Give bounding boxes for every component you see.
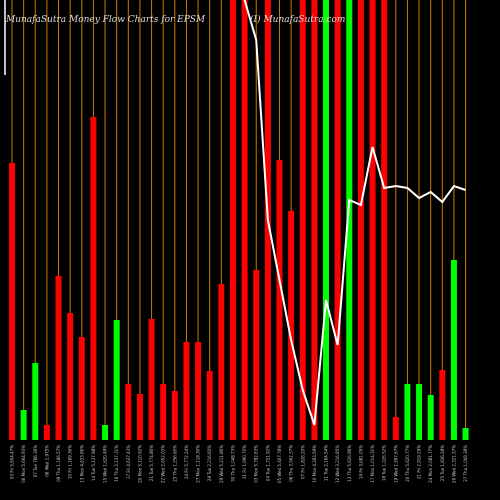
x-tick-label: 14 Tue 5,127.98% — [91, 445, 96, 481]
bar — [148, 319, 155, 440]
bar — [9, 163, 15, 440]
bar — [311, 0, 318, 440]
x-tick-label: 12 Wed 3,216.85% — [335, 445, 340, 483]
bar — [346, 0, 353, 440]
x-tick-label: 28 Tue 2,216.60% — [207, 445, 212, 481]
x-tick-label: 29 Wed 5,211.86% — [219, 445, 224, 483]
bar — [404, 384, 411, 440]
bar — [229, 0, 236, 440]
x-tick-label: 30 Thu 1,048.73% — [230, 445, 235, 482]
x-tick-label: 17 Fri 4,637.43% — [126, 445, 131, 479]
x-tick-label: 22 Wed 2,652.03% — [161, 445, 166, 483]
x-tick-label: 23 Thu 1,256.60% — [172, 445, 177, 482]
x-tick-label: 07 Tue 786.36% — [33, 445, 38, 477]
x-tick-label: 14 Fri 3,681.05% — [358, 445, 363, 479]
bar — [55, 276, 62, 440]
plot: 03 Fri 5,604.47% 06 Mon 5,664.93% 07 Tue 7… — [9, 0, 469, 483]
x-tick-label: 13 Thu 5,626.96% — [347, 445, 352, 482]
chart-subtitle: (I) MunafaSutra.com — [250, 14, 345, 25]
x-tick-label: 10 Mon 4,283.59% — [312, 445, 317, 483]
x-tick-label: 20 Mon 5,110.92% — [137, 445, 142, 483]
x-tick-label: 13 Mon 4,633.86% — [79, 445, 84, 483]
bar — [113, 320, 120, 440]
x-tick-label: 25 Tue 1,836.28% — [440, 445, 445, 481]
x-tick-label: 21 Tue 5,774.86% — [149, 445, 154, 481]
x-tick-label: 24 Fri 5,772.24% — [184, 445, 189, 479]
bar — [357, 0, 364, 440]
x-tick-label: 18 Tue 1,226.52% — [382, 445, 387, 481]
x-tick-label: 04 Tue 1,721.92% — [265, 445, 270, 481]
bar — [323, 0, 330, 440]
bar — [253, 270, 260, 440]
bar — [102, 425, 109, 440]
bar — [20, 410, 27, 440]
x-tick-label: 11 Tue 2,164.54% — [324, 445, 329, 481]
bar — [392, 417, 399, 440]
bar — [218, 284, 225, 440]
x-tick-label: 27 Thu 1,009.38% — [463, 445, 468, 482]
x-tick-label: 15 Wed 1,620.49% — [103, 445, 108, 483]
bar — [381, 0, 388, 440]
money-flow-line — [243, 0, 466, 426]
x-tick-label: 16 Thu 2,137.31% — [114, 445, 119, 482]
chart-title: MunafaSutra Money Flow Charts for EPSM — [5, 15, 206, 25]
bar — [299, 0, 306, 440]
bar — [171, 391, 178, 440]
x-tick-label: 03 Fri 5,604.47% — [10, 445, 15, 479]
bar — [450, 260, 457, 440]
bar — [427, 395, 434, 440]
x-tick-label: 05 Wed 5,407.78% — [277, 445, 282, 483]
bar — [334, 0, 341, 440]
bar — [125, 384, 132, 440]
bar — [160, 384, 167, 440]
bar — [439, 370, 446, 440]
bar — [288, 211, 295, 440]
x-tick-label: 10 Fri 1,169.36% — [68, 445, 73, 479]
x-tick-label: 24 Mon 2,081.77% — [428, 445, 433, 483]
x-tick-label: 06 Thu 3,562.37% — [289, 445, 294, 482]
x-tick-label: 19 Wed 1,997.67% — [393, 445, 398, 483]
bar — [369, 0, 376, 440]
bar — [183, 342, 190, 440]
bar — [462, 428, 469, 440]
bar — [136, 394, 143, 440]
bar — [276, 160, 283, 440]
x-tick-label: 08 Wed 1,975% — [44, 445, 49, 477]
bar — [43, 425, 50, 440]
x-tick-label: 06 Mon 5,664.93% — [21, 445, 26, 483]
bar — [32, 363, 39, 440]
x-tick-label: 07 Fri 1,826.20% — [300, 445, 305, 479]
x-tick-label: 20 Thu 5,620.77% — [405, 445, 410, 482]
x-tick-label: 03 Mon 5,782.63% — [254, 445, 259, 483]
x-tick-label: 17 Mon 1,014.31% — [370, 445, 375, 483]
x-tick-label: 21 Fri 2,919.29% — [417, 445, 422, 479]
bar — [241, 0, 248, 440]
bar — [206, 371, 213, 440]
bar — [416, 384, 423, 440]
x-tick-label: 26 Wed 2,321.37% — [451, 445, 456, 483]
x-tick-label: 09 Thu 1,186.57% — [56, 445, 61, 482]
x-tick-label: 27 Mon 1,118.30% — [196, 445, 201, 483]
bar — [90, 117, 97, 440]
bar — [78, 337, 85, 440]
x-tick-label: 31 Fri 1,990.70% — [242, 445, 247, 479]
bar — [195, 342, 202, 440]
bar — [67, 313, 74, 440]
